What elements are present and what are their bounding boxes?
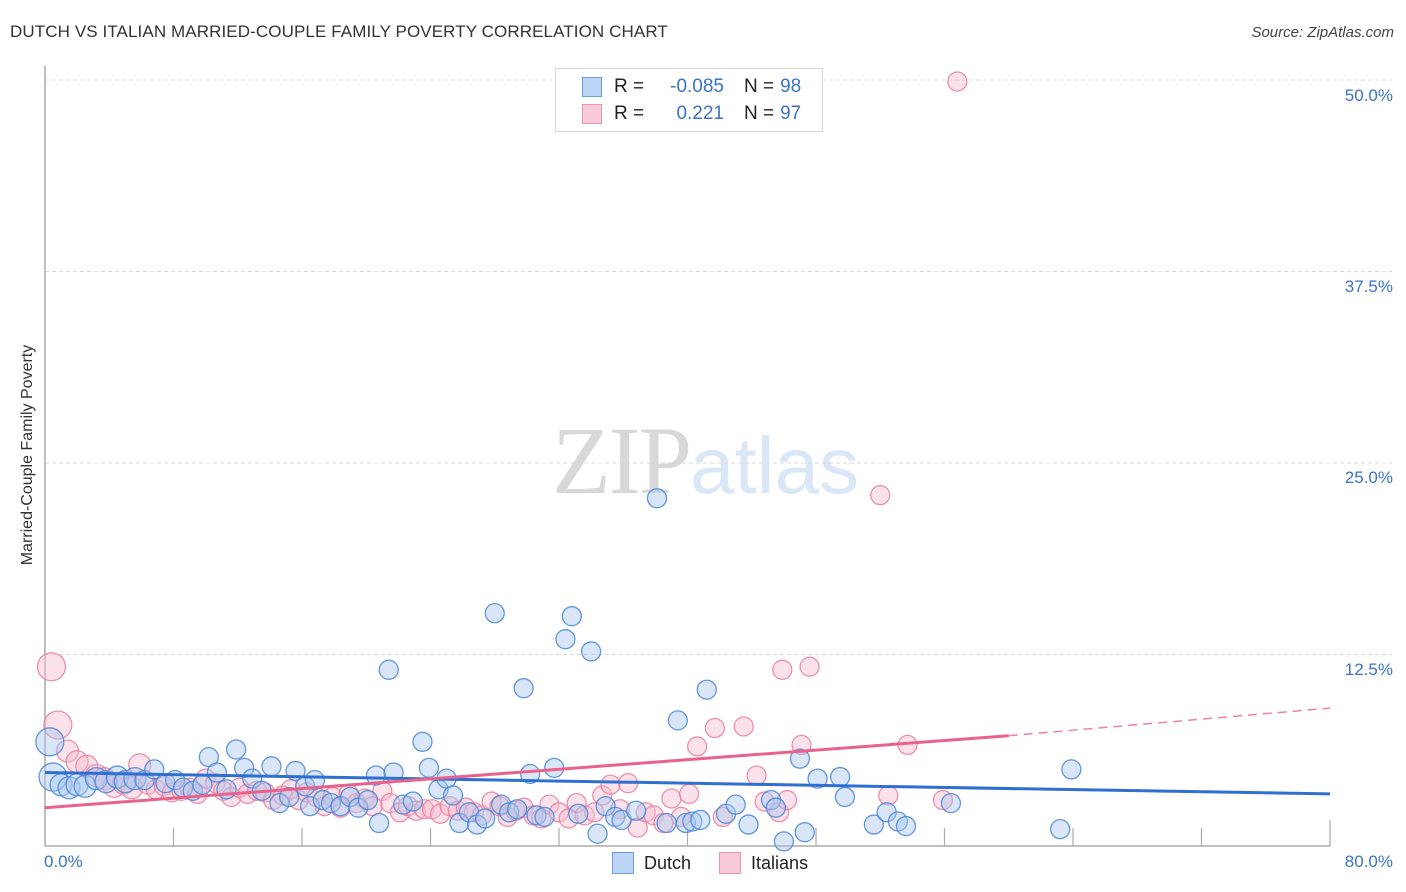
y-tick-37-5: 37.5%: [1344, 277, 1393, 296]
y-axis-label: Married-Couple Family Poverty: [19, 344, 36, 566]
x-tick-max: 80.0%: [1344, 852, 1393, 871]
series-legend: Dutch Italians: [612, 852, 836, 874]
italians-points: [36, 71, 968, 838]
n-value-dutch: 98: [780, 76, 802, 97]
italians-swatch-icon: [719, 852, 742, 874]
axes: [44, 66, 1331, 847]
legend-label-dutch: Dutch: [644, 852, 692, 873]
legend-item-dutch[interactable]: Dutch: [612, 852, 691, 874]
chart-title: DUTCH VS ITALIAN MARRIED-COUPLE FAMILY P…: [10, 22, 668, 41]
y-tick-25: 25.0%: [1344, 468, 1393, 487]
x-tick-min: 0.0%: [44, 852, 83, 871]
italians-swatch-icon: [582, 104, 602, 124]
stats-legend: R = -0.085 N = 98 R = 0.221 N = 97: [555, 68, 823, 132]
trend-lines: [44, 707, 1331, 810]
legend-item-italians[interactable]: Italians: [719, 852, 808, 874]
r-value-dutch: -0.085: [670, 76, 724, 97]
y-tick-12-5: 12.5%: [1344, 660, 1393, 679]
n-label: N =: [744, 103, 775, 124]
gridlines: [45, 79, 1392, 655]
legend-row-italians: R = 0.221 N = 97: [582, 102, 801, 126]
dutch-swatch-icon: [582, 77, 602, 97]
dutch-swatch-icon: [612, 852, 634, 874]
n-label: N =: [744, 76, 775, 97]
legend-label-italians: Italians: [751, 852, 809, 873]
r-label: R =: [614, 103, 645, 124]
r-label: R =: [614, 76, 645, 97]
source-label: Source: ZipAtlas.com: [1251, 24, 1394, 41]
y-tick-50: 50.0%: [1344, 86, 1393, 105]
r-value-italians: 0.221: [676, 103, 724, 124]
n-value-italians: 97: [780, 103, 802, 124]
legend-row-dutch: R = -0.085 N = 98: [582, 75, 801, 99]
